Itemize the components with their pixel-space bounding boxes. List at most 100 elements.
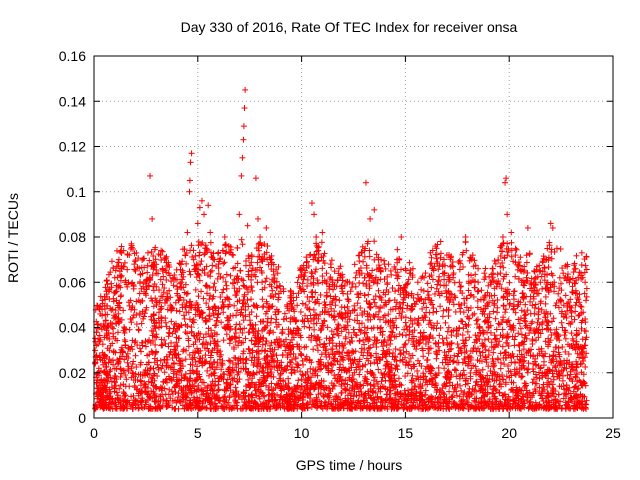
data-point bbox=[420, 287, 427, 294]
data-points bbox=[92, 86, 590, 412]
data-point bbox=[220, 337, 227, 344]
data-point bbox=[435, 364, 442, 371]
data-point bbox=[533, 380, 540, 387]
data-point bbox=[285, 375, 292, 382]
data-point bbox=[532, 361, 539, 368]
data-point bbox=[445, 278, 452, 285]
data-point bbox=[375, 366, 382, 373]
data-point bbox=[515, 316, 522, 323]
data-point bbox=[179, 246, 186, 253]
data-point bbox=[497, 270, 504, 277]
data-point bbox=[227, 272, 234, 279]
data-point bbox=[415, 357, 422, 364]
data-point bbox=[582, 364, 589, 371]
data-point bbox=[223, 285, 230, 292]
data-point bbox=[491, 257, 498, 264]
data-point bbox=[120, 307, 127, 314]
data-point bbox=[542, 300, 549, 307]
data-point bbox=[153, 298, 160, 305]
data-point bbox=[248, 259, 255, 266]
data-point bbox=[221, 259, 228, 266]
data-point bbox=[189, 253, 196, 260]
data-point bbox=[274, 357, 281, 364]
data-point bbox=[400, 349, 407, 356]
data-point bbox=[187, 271, 194, 278]
data-point bbox=[234, 405, 241, 412]
data-point bbox=[356, 258, 363, 265]
data-point bbox=[404, 370, 411, 377]
data-point bbox=[525, 360, 532, 367]
data-point bbox=[367, 344, 374, 351]
data-point bbox=[326, 335, 333, 342]
data-point bbox=[309, 270, 316, 277]
data-point bbox=[562, 292, 569, 299]
data-point bbox=[402, 319, 409, 326]
data-point bbox=[369, 267, 376, 274]
data-point bbox=[262, 278, 269, 285]
data-point bbox=[535, 315, 542, 322]
data-point bbox=[245, 268, 252, 275]
data-point bbox=[439, 335, 446, 342]
data-point bbox=[497, 365, 504, 372]
data-point bbox=[117, 382, 124, 389]
data-point bbox=[476, 348, 483, 355]
data-point bbox=[324, 292, 331, 299]
data-point bbox=[233, 321, 240, 328]
data-point bbox=[382, 265, 389, 272]
data-point bbox=[545, 264, 552, 271]
data-point bbox=[152, 349, 159, 356]
data-point bbox=[133, 321, 140, 328]
data-point bbox=[192, 286, 199, 293]
data-point bbox=[466, 334, 473, 341]
data-point bbox=[475, 279, 482, 286]
data-point bbox=[347, 360, 354, 367]
data-point bbox=[398, 266, 405, 273]
data-point bbox=[433, 355, 440, 362]
data-point bbox=[254, 279, 261, 286]
data-point bbox=[318, 239, 325, 246]
data-point bbox=[249, 394, 256, 401]
data-point bbox=[379, 343, 386, 350]
data-point bbox=[163, 276, 170, 283]
data-point bbox=[573, 252, 580, 259]
data-point bbox=[140, 255, 147, 262]
data-point bbox=[223, 271, 230, 278]
data-point bbox=[436, 273, 443, 280]
data-point bbox=[497, 350, 504, 357]
data-point bbox=[475, 345, 482, 352]
data-point bbox=[578, 261, 585, 268]
data-point bbox=[511, 342, 518, 349]
data-point bbox=[450, 358, 457, 365]
data-point bbox=[263, 275, 270, 282]
data-point bbox=[238, 236, 245, 243]
data-point bbox=[131, 261, 138, 268]
data-point bbox=[440, 307, 447, 314]
data-point bbox=[542, 293, 549, 300]
data-point bbox=[495, 320, 502, 327]
data-point bbox=[496, 389, 503, 396]
data-point bbox=[436, 332, 443, 339]
data-point bbox=[304, 258, 311, 265]
data-point bbox=[550, 352, 557, 359]
data-point bbox=[243, 356, 250, 363]
data-point bbox=[312, 266, 319, 273]
data-point bbox=[424, 356, 431, 363]
data-point bbox=[239, 241, 246, 248]
data-point bbox=[433, 255, 440, 262]
data-point bbox=[437, 324, 444, 331]
data-point bbox=[406, 259, 413, 266]
data-point bbox=[557, 245, 564, 252]
data-point bbox=[261, 348, 268, 355]
data-point bbox=[513, 246, 520, 253]
data-point bbox=[429, 276, 436, 283]
data-point bbox=[510, 292, 517, 299]
data-point bbox=[512, 273, 519, 280]
data-point bbox=[374, 336, 381, 343]
data-point bbox=[304, 283, 311, 290]
data-point bbox=[166, 330, 173, 337]
data-point bbox=[160, 289, 167, 296]
data-point bbox=[572, 280, 579, 287]
data-point bbox=[428, 254, 435, 261]
data-point bbox=[476, 323, 483, 330]
data-point bbox=[529, 340, 536, 347]
